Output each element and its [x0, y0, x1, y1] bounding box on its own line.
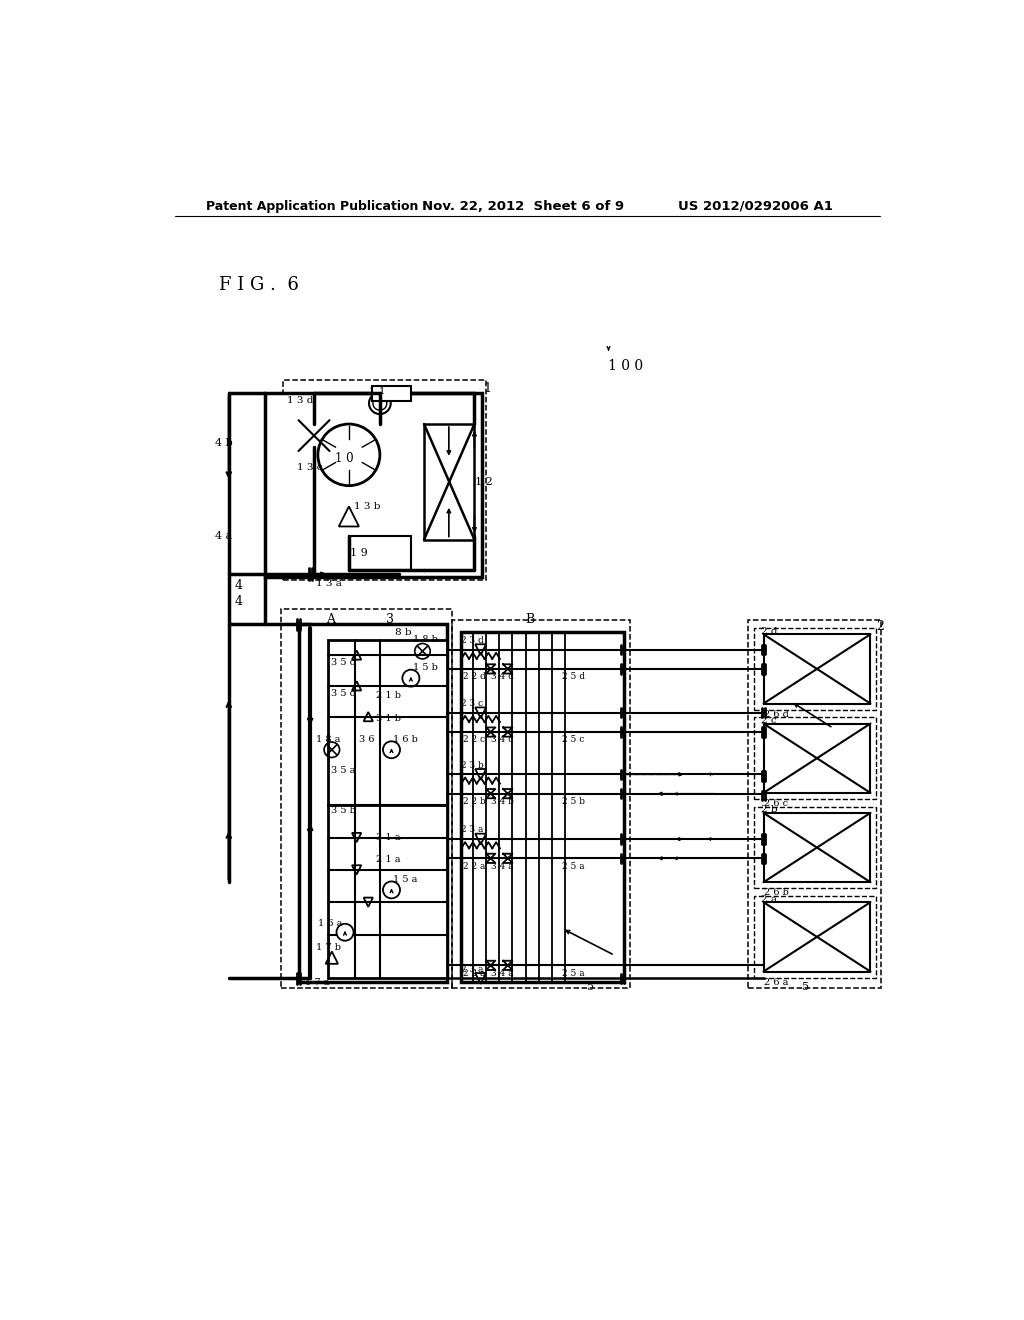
- Text: 1 8 a: 1 8 a: [315, 735, 340, 744]
- Text: Nov. 22, 2012  Sheet 6 of 9: Nov. 22, 2012 Sheet 6 of 9: [423, 199, 625, 213]
- Text: 2 d: 2 d: [761, 627, 777, 635]
- Text: 4 a: 4 a: [215, 531, 232, 541]
- Bar: [452, 620, 630, 989]
- Text: 1 3 d: 1 3 d: [287, 396, 313, 405]
- Text: 2 2 a: 2 2 a: [463, 862, 485, 870]
- Bar: [764, 903, 870, 972]
- Text: 1 7 b: 1 7 b: [315, 944, 341, 952]
- Text: 1 1: 1 1: [370, 387, 386, 396]
- Text: 1 2: 1 2: [475, 477, 493, 487]
- Text: 2 c: 2 c: [761, 715, 777, 725]
- Text: A: A: [326, 612, 335, 626]
- Bar: [755, 628, 876, 710]
- Text: 2 1 b: 2 1 b: [376, 690, 401, 700]
- Text: 1 0 0: 1 0 0: [608, 359, 644, 374]
- Text: 2 6 d: 2 6 d: [764, 710, 788, 718]
- Text: 3 5 b: 3 5 b: [331, 807, 356, 814]
- Text: 2 5 c: 2 5 c: [562, 735, 585, 744]
- Text: 3 4 c: 3 4 c: [490, 735, 513, 744]
- Text: 1 6 a: 1 6 a: [317, 919, 342, 928]
- Text: 5: 5: [587, 982, 594, 993]
- Text: 1 3 b: 1 3 b: [354, 502, 381, 511]
- Text: 3 5 a: 3 5 a: [331, 766, 355, 775]
- Bar: [764, 635, 870, 704]
- Text: 4: 4: [234, 594, 243, 607]
- Text: 2: 2: [877, 620, 885, 634]
- Text: 3 4 a: 3 4 a: [490, 969, 513, 978]
- Text: 1 7 a: 1 7 a: [305, 978, 329, 987]
- Bar: [283, 380, 486, 579]
- Text: 2 3 b: 2 3 b: [461, 760, 484, 770]
- Text: 2 6 a: 2 6 a: [764, 978, 787, 986]
- Text: 2 6 c: 2 6 c: [764, 799, 787, 808]
- Text: 3 4 d: 3 4 d: [490, 672, 514, 681]
- Bar: [372, 385, 411, 401]
- Bar: [265, 393, 482, 577]
- Text: 3 4 b: 3 4 b: [490, 797, 514, 805]
- Bar: [748, 620, 882, 989]
- Text: 1 8 b: 1 8 b: [414, 635, 438, 644]
- Text: 2 5 a: 2 5 a: [562, 862, 585, 870]
- Text: 3 6: 3 6: [359, 735, 375, 744]
- Bar: [282, 609, 452, 989]
- Bar: [755, 807, 876, 888]
- Bar: [328, 805, 447, 978]
- Text: 8 b: 8 b: [395, 628, 412, 638]
- Text: 3 5 d: 3 5 d: [331, 689, 356, 698]
- Text: 2 5 d: 2 5 d: [562, 672, 585, 681]
- Text: 2 3 a: 2 3 a: [461, 825, 483, 834]
- Text: 3 5 c: 3 5 c: [331, 659, 355, 667]
- Text: 1 5 a: 1 5 a: [393, 875, 418, 884]
- Bar: [299, 624, 447, 982]
- Text: 3 1 b: 3 1 b: [376, 714, 401, 722]
- Text: 4 b: 4 b: [215, 438, 232, 449]
- Text: US 2012/0292006 A1: US 2012/0292006 A1: [678, 199, 834, 213]
- Text: 1 3 a: 1 3 a: [315, 579, 341, 587]
- Text: 2 3 c: 2 3 c: [461, 700, 483, 708]
- Text: 1 9: 1 9: [350, 548, 369, 557]
- Bar: [349, 536, 411, 570]
- Text: Patent Application Publication: Patent Application Publication: [206, 199, 418, 213]
- Circle shape: [337, 924, 353, 941]
- Text: 2 b: 2 b: [761, 805, 778, 814]
- Text: 2 2 a: 2 2 a: [463, 969, 485, 978]
- Bar: [764, 813, 870, 882]
- Bar: [461, 632, 624, 982]
- Text: 3 4 a: 3 4 a: [490, 862, 513, 870]
- Text: 2 6 b: 2 6 b: [764, 888, 788, 898]
- Bar: [424, 424, 474, 540]
- Text: 2 2 b: 2 2 b: [463, 797, 485, 805]
- Text: 5: 5: [802, 982, 809, 993]
- Text: 1 3 c: 1 3 c: [297, 463, 323, 473]
- Text: 2 3 a: 2 3 a: [461, 965, 483, 974]
- Text: B: B: [524, 612, 535, 626]
- Text: 2 5 a: 2 5 a: [562, 969, 585, 978]
- Text: 1 6 b: 1 6 b: [393, 735, 418, 744]
- Bar: [755, 718, 876, 799]
- Text: 4: 4: [234, 579, 243, 593]
- Text: 2 5 b: 2 5 b: [562, 797, 585, 805]
- Text: 2 1 a: 2 1 a: [376, 854, 400, 863]
- Text: 2 a: 2 a: [761, 895, 777, 903]
- Circle shape: [383, 882, 400, 899]
- Text: 1: 1: [483, 381, 490, 395]
- Text: F I G .  6: F I G . 6: [219, 276, 299, 294]
- Circle shape: [383, 742, 400, 758]
- Text: 3: 3: [386, 612, 394, 626]
- Text: 2 2 d: 2 2 d: [463, 672, 485, 681]
- Text: 3 1 a: 3 1 a: [376, 833, 400, 842]
- Text: 2 3 d: 2 3 d: [461, 636, 484, 645]
- Circle shape: [402, 669, 420, 686]
- Text: 2 2 c: 2 2 c: [463, 735, 485, 744]
- Text: 1 5 b: 1 5 b: [414, 663, 438, 672]
- Bar: [755, 896, 876, 978]
- Bar: [764, 723, 870, 793]
- Text: 1 0: 1 0: [335, 453, 353, 465]
- Bar: [328, 640, 447, 805]
